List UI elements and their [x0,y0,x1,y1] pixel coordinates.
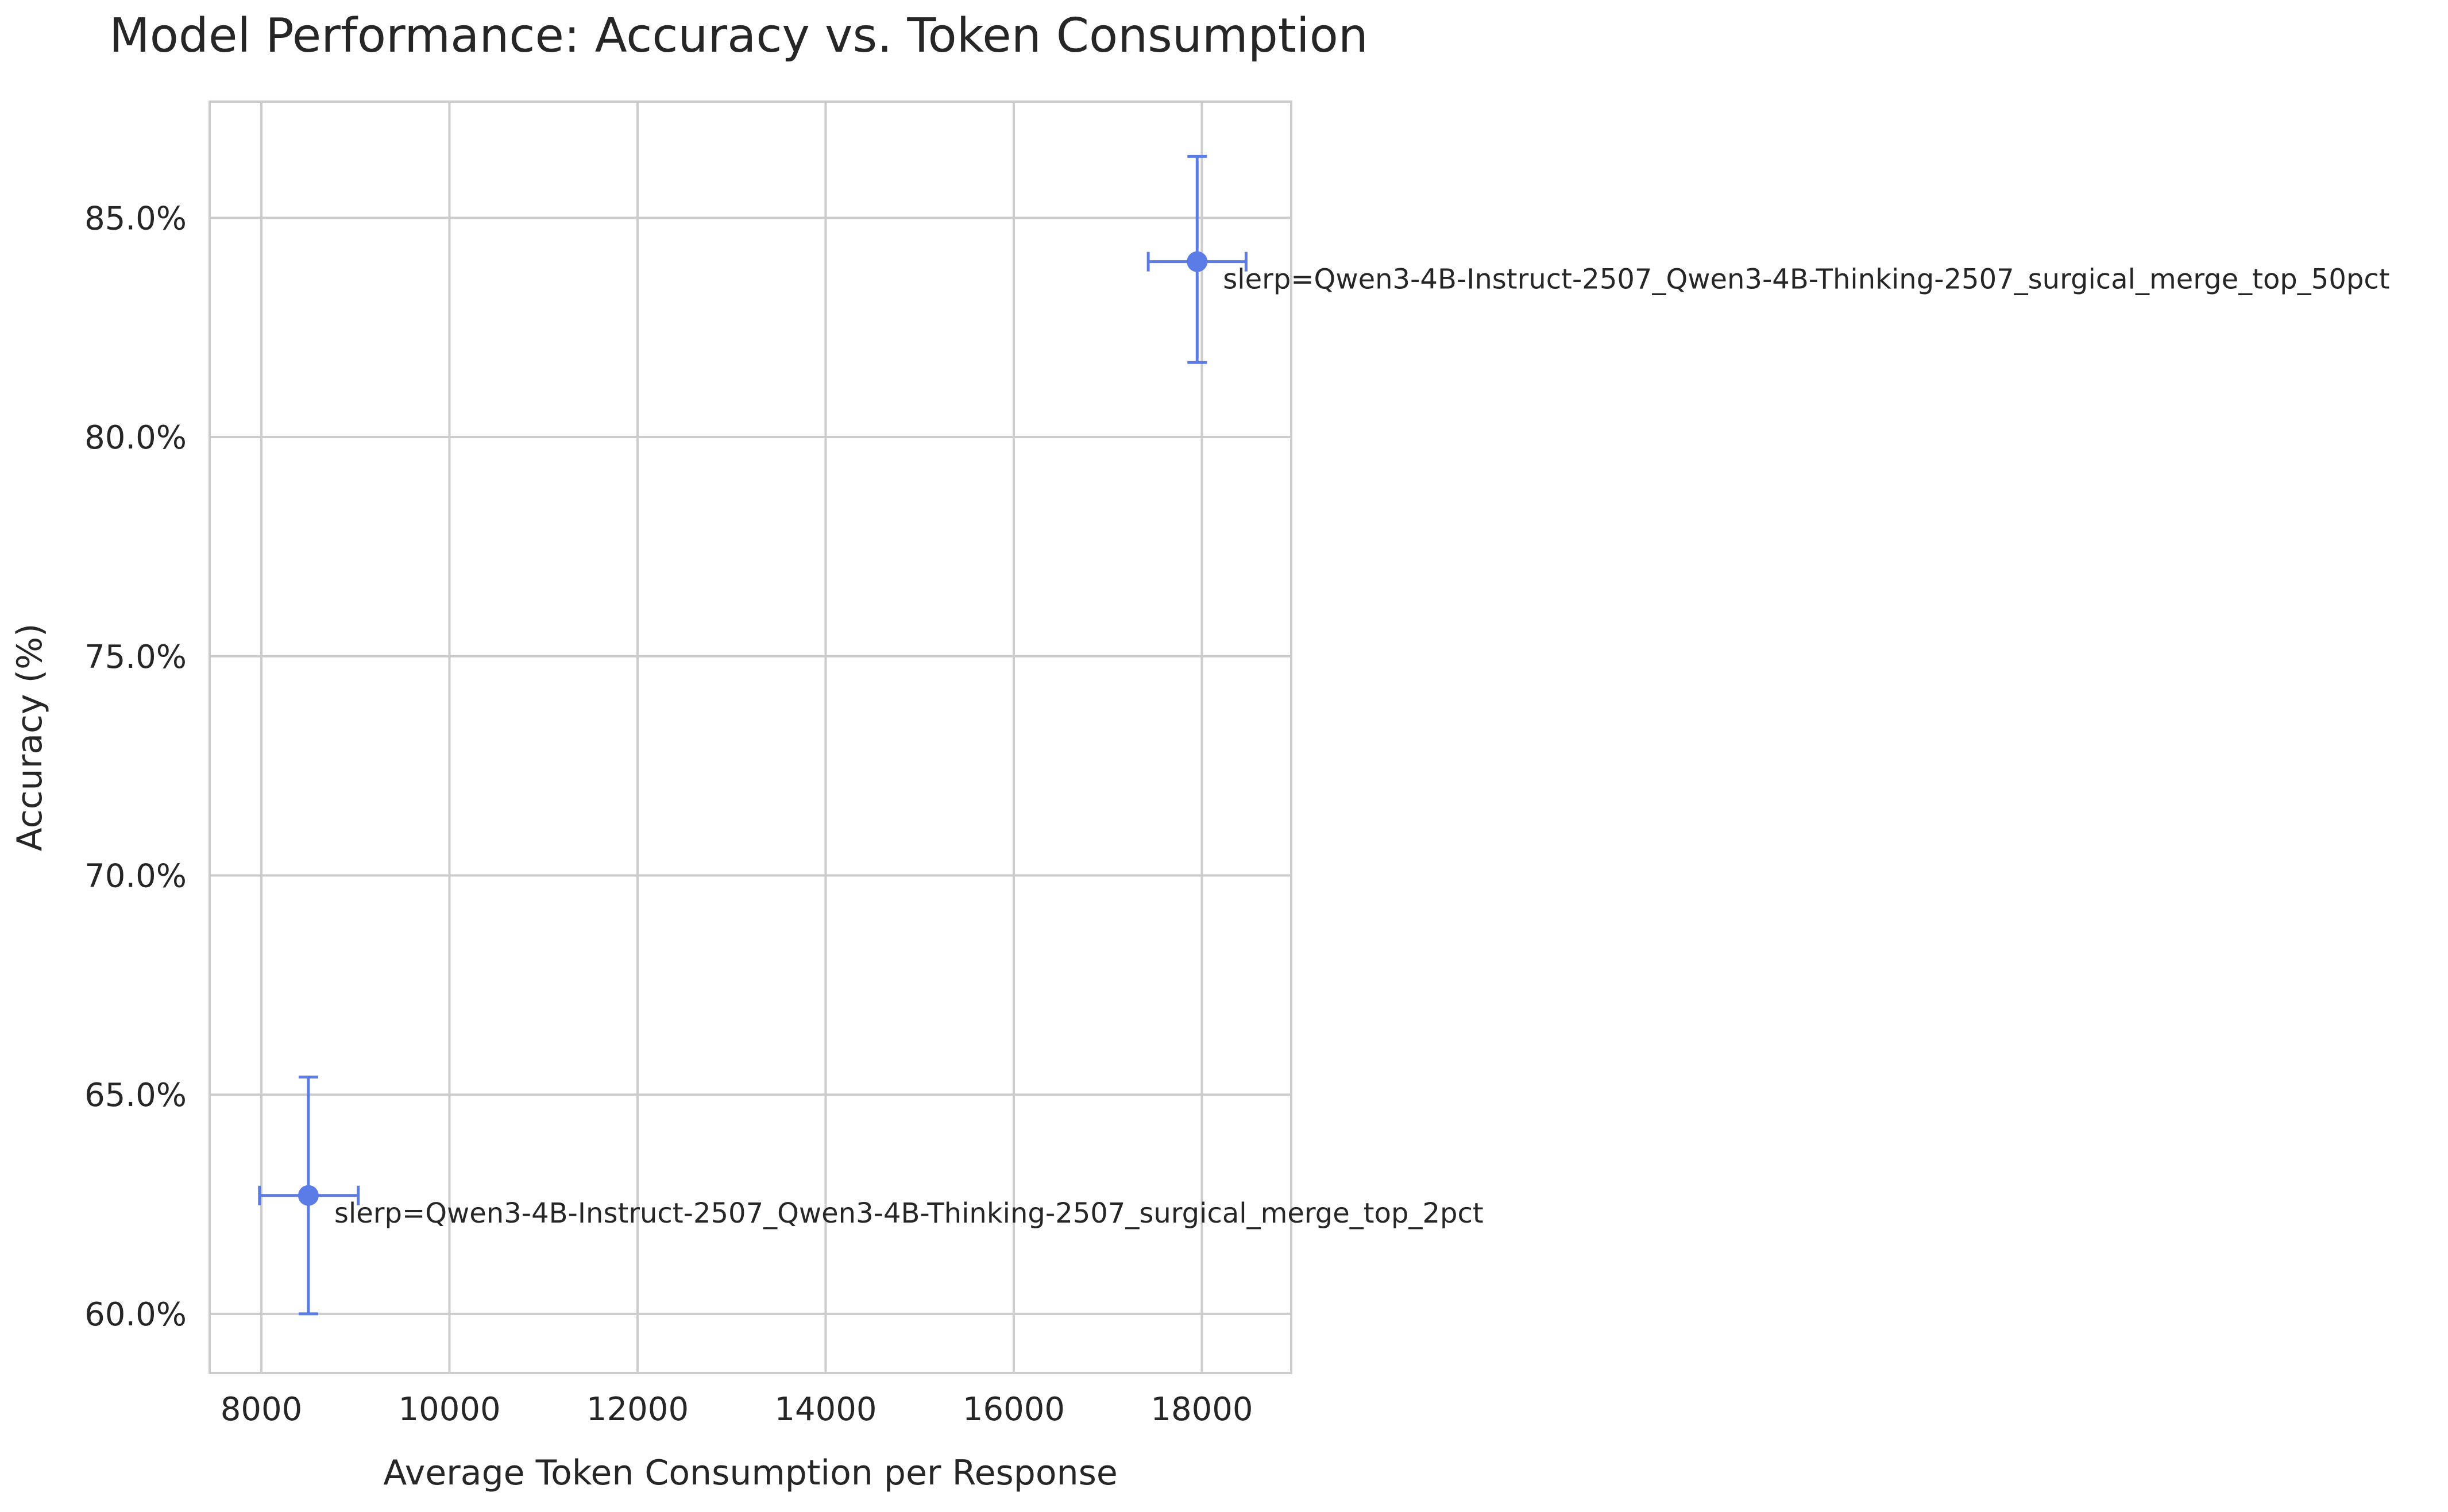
y-axis-ticks: 60.0% 65.0% 70.0% 75.0% 80.0% 85.0% [84,200,187,1333]
data-points: slerp=Qwen3-4B-Instruct-2507_Qwen3-4B-Th… [258,154,2390,1316]
data-point-label: slerp=Qwen3-4B-Instruct-2507_Qwen3-4B-Th… [334,1197,1484,1229]
x-axis-label: Average Token Consumption per Response [383,1453,1118,1493]
y-tick-label: 85.0% [84,200,187,237]
plot-frame [208,100,1292,1374]
x-tick-label: 8000 [221,1391,303,1428]
chart-title: Model Performance: Accuracy vs. Token Co… [109,9,1368,63]
grid [210,102,1291,1373]
y-tick-label: 80.0% [84,419,187,457]
y-tick-label: 65.0% [84,1077,187,1114]
x-tick-label: 16000 [963,1391,1065,1428]
y-axis-label: Accuracy (%) [10,624,50,852]
data-point-group: slerp=Qwen3-4B-Instruct-2507_Qwen3-4B-Th… [258,1076,1484,1316]
data-point-marker [1187,251,1208,272]
x-axis-ticks: 8000 10000 12000 14000 16000 18000 [221,1391,1253,1428]
y-tick-label: 75.0% [84,639,187,676]
y-tick-label: 70.0% [84,857,187,895]
x-tick-label: 10000 [398,1391,500,1428]
y-tick-label: 60.0% [84,1296,187,1333]
x-tick-label: 18000 [1150,1391,1253,1428]
x-tick-label: 12000 [586,1391,689,1428]
data-point-group: slerp=Qwen3-4B-Instruct-2507_Qwen3-4B-Th… [1146,154,2390,364]
data-point-label: slerp=Qwen3-4B-Instruct-2507_Qwen3-4B-Th… [1223,264,2389,296]
x-tick-label: 14000 [774,1391,877,1428]
data-point-marker [298,1185,319,1206]
